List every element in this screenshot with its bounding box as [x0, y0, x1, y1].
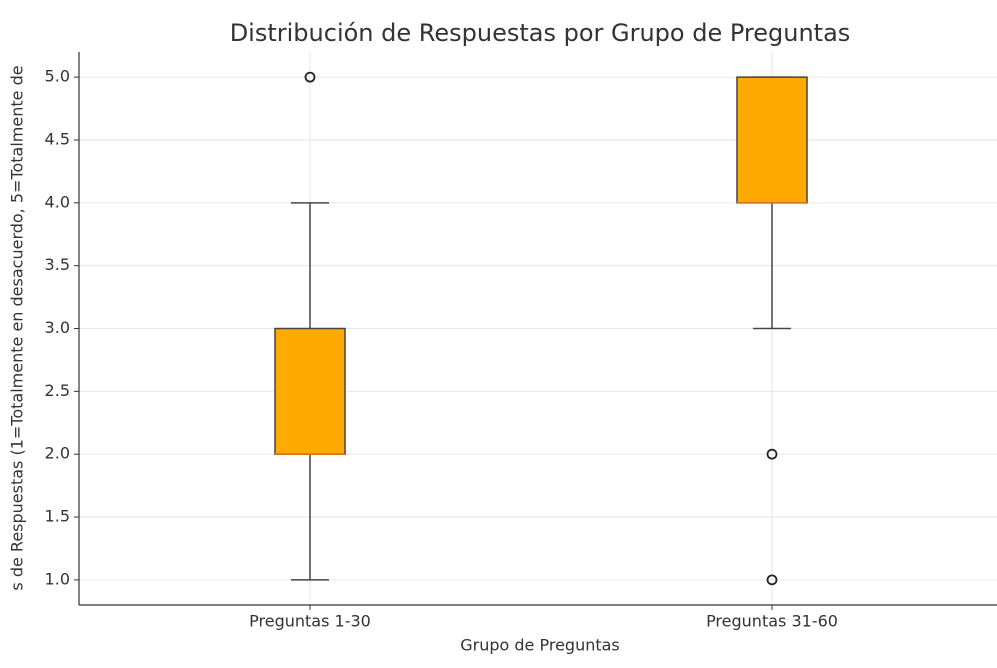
- x-axis-label: Grupo de Preguntas: [460, 636, 620, 655]
- y-tick-label: 4.5: [45, 129, 70, 148]
- x-tick-label: Preguntas 1-30: [249, 612, 371, 631]
- y-tick-label: 4.0: [45, 192, 70, 211]
- y-tick-label: 2.0: [45, 444, 70, 463]
- outlier: [766, 448, 778, 460]
- outlier: [304, 71, 316, 83]
- y-tick-label: 5.0: [45, 67, 70, 86]
- box: [736, 76, 808, 204]
- y-tick-label: 3.5: [45, 255, 70, 274]
- y-axis-label: s de Respuestas (1=Totalmente en desacue…: [8, 65, 27, 590]
- y-tick-label: 2.5: [45, 381, 70, 400]
- y-tick-label: 3.0: [45, 318, 70, 337]
- box: [274, 327, 346, 455]
- outlier: [766, 574, 778, 586]
- y-tick-label: 1.0: [45, 569, 70, 588]
- x-tick-label: Preguntas 31-60: [706, 612, 838, 631]
- chart-title: Distribución de Respuestas por Grupo de …: [230, 19, 851, 47]
- y-tick-label: 1.5: [45, 507, 70, 526]
